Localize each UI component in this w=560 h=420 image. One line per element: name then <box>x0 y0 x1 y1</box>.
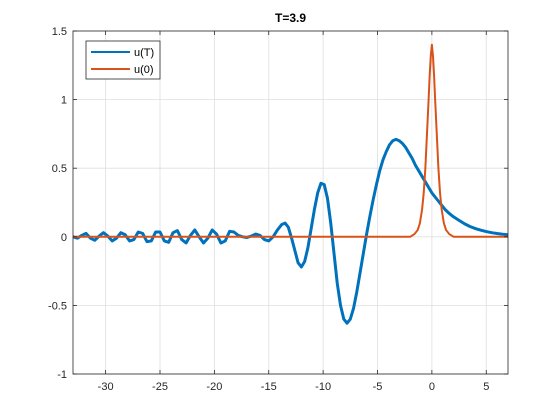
x-tick-label: -25 <box>152 381 168 393</box>
legend: u(T) u(0) <box>85 40 161 80</box>
x-tick-label: -5 <box>373 381 383 393</box>
chart-title: T=3.9 <box>275 11 306 25</box>
series-line-u-T <box>73 137 508 325</box>
series-line-u-0 <box>73 43 508 238</box>
legend-label-u-T: u(T) <box>134 47 154 59</box>
x-tick-label: -20 <box>206 381 222 393</box>
x-tick-label: -30 <box>98 381 114 393</box>
y-tick-label: -1 <box>57 369 67 381</box>
legend-box <box>85 40 161 80</box>
y-tick-label: 1 <box>61 95 67 107</box>
y-tick-label: 1.5 <box>52 26 67 38</box>
y-tick-label: 0 <box>61 232 67 244</box>
y-tick-label: 0.5 <box>52 163 67 175</box>
axes-background <box>73 31 508 374</box>
legend-label-u-0: u(0) <box>134 64 154 76</box>
ticks <box>73 30 508 375</box>
axes-box <box>72 30 509 375</box>
y-tick-label: -0.5 <box>48 300 67 312</box>
series-layer <box>73 43 508 325</box>
x-tick-label: 0 <box>429 381 435 393</box>
x-tick-label: 5 <box>483 381 489 393</box>
x-tick-label: -10 <box>315 381 331 393</box>
x-tick-label: -15 <box>261 381 277 393</box>
tick-labels: -30 -25 -20 -15 -10 -5 0 5 -1 -0.5 0 0.5 1 1.5 <box>48 26 489 393</box>
